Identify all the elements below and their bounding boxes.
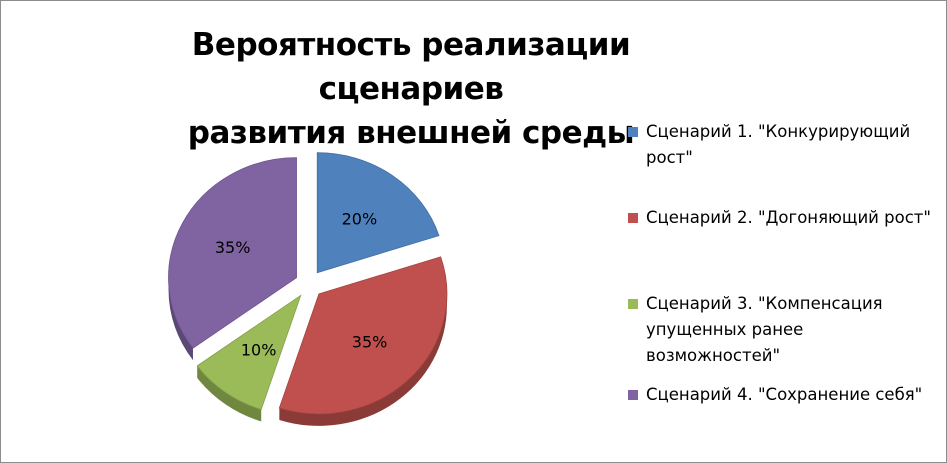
legend-item-scenario-2: Сценарий 2. "Догоняющий рост" (628, 205, 938, 231)
legend-swatch-scenario-1 (628, 127, 638, 137)
legend-item-scenario-4: Сценарий 4. "Сохранение себя" (628, 382, 938, 408)
chart-title-line-2: развития внешней среды (187, 115, 635, 151)
legend-label-scenario-1: Сценарий 1. "Конкурирующий рост" (646, 122, 911, 167)
legend-swatch-scenario-2 (628, 213, 638, 223)
pie-slice-label-4: 35% (215, 238, 251, 257)
chart-title: Вероятность реализации сценариев развити… (111, 23, 711, 155)
pie-slice-label-1: 20% (342, 209, 378, 228)
chart-title-line-1: Вероятность реализации сценариев (191, 27, 631, 107)
legend-label-scenario-3: Сценарий 3. "Компенсация упущенных ранее… (646, 294, 883, 365)
legend-label-scenario-4: Сценарий 4. "Сохранение себя" (646, 385, 923, 404)
pie-slice-side-3 (197, 365, 262, 422)
pie-slice-2 (278, 256, 448, 415)
pie-slice-label-3: 10% (241, 341, 277, 360)
legend-swatch-scenario-3 (628, 299, 638, 309)
pie-slice-3 (196, 294, 302, 410)
pie-slice-4 (168, 157, 297, 349)
legend-item-scenario-3: Сценарий 3. "Компенсация упущенных ранее… (628, 291, 938, 369)
legend-label-scenario-2: Сценарий 2. "Догоняющий рост" (646, 208, 931, 227)
legend-swatch-scenario-4 (628, 390, 638, 400)
pie-slice-1 (316, 152, 440, 274)
pie-slice-side-2 (279, 293, 447, 426)
legend-item-scenario-1: Сценарий 1. "Конкурирующий рост" (628, 119, 938, 171)
pie-slice-label-2: 35% (352, 332, 388, 351)
